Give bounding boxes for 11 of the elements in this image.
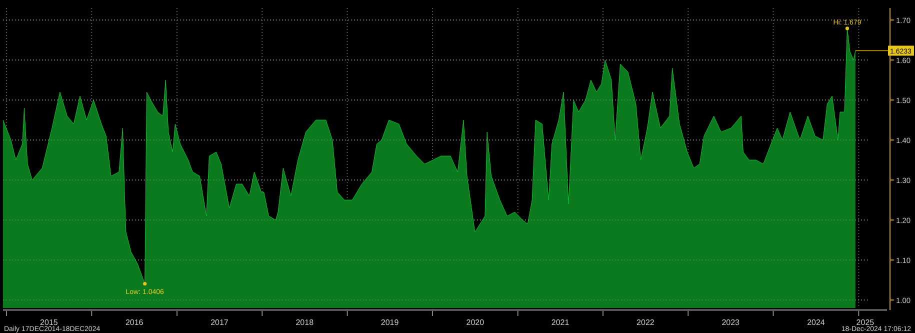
x-tick-label: 2023 <box>722 318 740 327</box>
x-tick-label: 2025 <box>856 318 875 327</box>
x-tick-label: 2016 <box>125 318 144 327</box>
x-tick-label: 2022 <box>636 318 655 327</box>
x-tick-label: 2021 <box>551 318 570 327</box>
x-tick-label: 2015 <box>40 318 58 327</box>
x-tick-label: 2024 <box>807 318 826 327</box>
x-tick-label: 2018 <box>296 318 314 327</box>
x-tick-label: 2019 <box>380 318 400 327</box>
x-tick-label: 2020 <box>466 318 485 327</box>
x-tick-label: 2017 <box>210 318 229 327</box>
